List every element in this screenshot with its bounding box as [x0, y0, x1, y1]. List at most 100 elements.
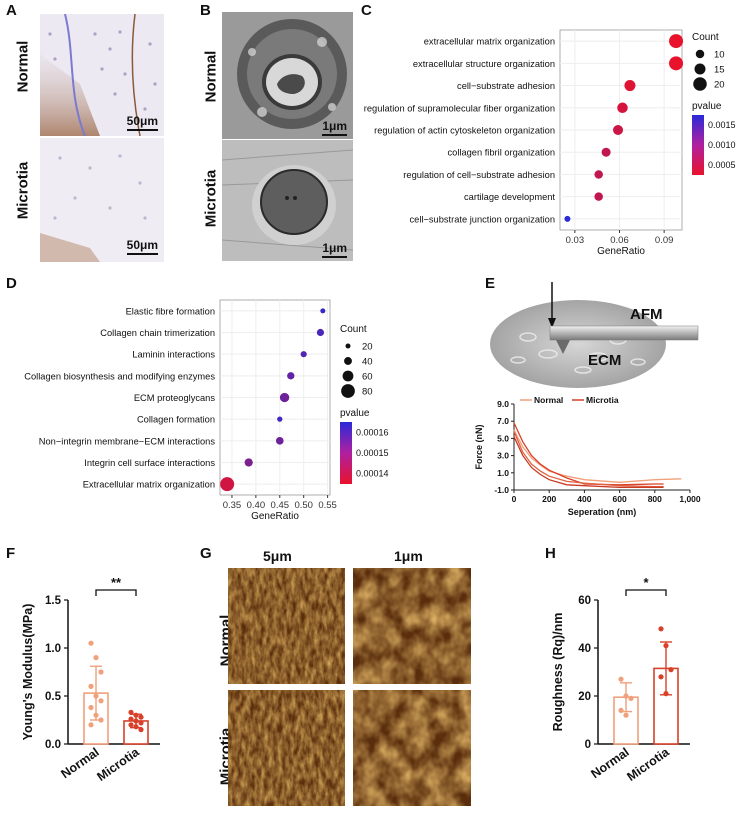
- category-label: Normal: [588, 745, 631, 781]
- legend-pvalue-label: 0.0015: [708, 120, 736, 130]
- category-label: Non−integrin membrane−ECM interactions: [39, 436, 216, 446]
- category-label: regulation of supramolecular fiber organ…: [364, 103, 555, 113]
- legend-pvalue-label: 0.0010: [708, 140, 736, 150]
- category-label: cell−substrate junction organization: [410, 214, 555, 224]
- y-tick-label: 3.0: [497, 451, 509, 461]
- chart-d-reactome-enrichment: Elastic fibre formation Collagen chain tr…: [24, 299, 389, 522]
- legend-size-label: 20: [362, 342, 373, 353]
- histology-normal-image: 50μm: [40, 14, 164, 136]
- y-tick-label: 1.0: [497, 468, 509, 478]
- y-tick-label: 0: [585, 739, 591, 751]
- row-label-microtia-a: Microtia: [14, 161, 32, 220]
- category-label: Normal: [58, 745, 101, 781]
- panel-label-b: B: [200, 2, 211, 19]
- category-label: Collagen biosynthesis and modifying enzy…: [24, 371, 215, 381]
- data-point: [618, 676, 624, 682]
- category-label: Extracellular matrix organization: [83, 480, 215, 490]
- panel-label-d: D: [6, 275, 17, 292]
- data-point: [658, 626, 664, 632]
- y-tick-label: 0.5: [45, 691, 62, 703]
- data-point: [316, 328, 325, 337]
- data-point: [601, 147, 611, 157]
- histology-microtia-image: 50μm: [40, 138, 164, 262]
- x-tick-label: 400: [577, 494, 591, 504]
- y-tick-label: 9.0: [497, 399, 509, 409]
- data-point: [617, 102, 628, 114]
- legend-size-dot: [345, 343, 351, 349]
- legend-size-label: 15: [714, 65, 725, 76]
- afm-schematic: AFM ECM: [488, 282, 728, 392]
- data-point: [594, 170, 603, 179]
- legend-size-label: 60: [362, 372, 373, 383]
- data-point: [275, 437, 284, 445]
- data-point: [220, 477, 235, 492]
- y-tick-label: 1.0: [45, 643, 61, 655]
- data-point: [668, 667, 674, 673]
- legend-label-microtia: Microtia: [586, 395, 619, 405]
- force-curve: [513, 431, 664, 488]
- data-point: [88, 704, 94, 711]
- afm-microtia-1um: [353, 690, 471, 806]
- data-point: [279, 392, 290, 403]
- legend-pvalue-label: 0.00014: [356, 469, 389, 479]
- y-tick-label: 0.0: [45, 739, 61, 751]
- category-label: cell−substrate adhesion: [457, 81, 555, 91]
- data-point: [613, 125, 624, 135]
- data-point: [88, 640, 94, 646]
- panel-label-g: G: [200, 545, 212, 562]
- data-point: [277, 416, 283, 422]
- legend-size-dot: [693, 77, 707, 91]
- y-tick-label: -1.0: [494, 485, 509, 495]
- x-tick-label: 600: [613, 494, 627, 504]
- chart-e-force-curves: 9.0 7.0 5.0 3.0 1.0 -1.00 200 400 600 800 1,000 Sep…: [474, 395, 701, 517]
- y-tick-label: 40: [578, 643, 591, 655]
- data-point: [628, 695, 634, 701]
- legend-pvalue-label: 0.0005: [708, 160, 736, 170]
- panel-label-e: E: [485, 275, 496, 292]
- scale-bar-b-microtia: 1μm: [322, 241, 347, 258]
- legend-colorbar: [340, 422, 352, 484]
- data-point: [98, 698, 104, 704]
- panel-label-c: C: [361, 2, 372, 19]
- data-point: [93, 655, 99, 661]
- legend-pvalue-label: 0.00015: [356, 448, 389, 458]
- ecm-label: ECM: [588, 352, 622, 369]
- data-point: [663, 691, 669, 697]
- legend-pvalue-label: 0.00016: [356, 427, 389, 437]
- afm-topography-grid: [228, 568, 479, 806]
- data-point: [138, 720, 144, 726]
- data-point: [623, 712, 629, 718]
- data-point: [594, 192, 603, 201]
- legend-count-title: Count: [692, 32, 719, 43]
- category-label: extracellular structure organization: [413, 59, 555, 69]
- data-point: [669, 56, 684, 71]
- y-tick-label: 20: [578, 691, 591, 703]
- data-point: [93, 693, 99, 699]
- scan-size-5um: 5μm: [263, 548, 292, 564]
- y-axis-label: Roughness (Rq)/nm: [551, 613, 565, 732]
- afm-normal-1um: [353, 568, 471, 684]
- x-axis-label: GeneRatio: [597, 246, 645, 257]
- afm-normal-5um: [228, 568, 345, 684]
- legend-size-dot: [695, 49, 705, 59]
- data-point: [98, 669, 104, 675]
- x-tick-label: 0.40: [247, 500, 266, 511]
- legend-size-dot: [341, 384, 355, 398]
- data-point: [320, 308, 326, 314]
- significance-bracket: [95, 589, 137, 596]
- significance-bracket: [625, 589, 667, 596]
- data-point: [623, 693, 629, 699]
- data-point: [88, 683, 94, 689]
- data-point: [618, 707, 624, 713]
- y-tick-label: 1.5: [45, 595, 62, 607]
- x-tick-label: 0.03: [566, 235, 585, 246]
- y-tick-label: 5.0: [497, 433, 509, 443]
- afm-microtia-5um: [228, 690, 345, 806]
- category-label: cartilage development: [464, 192, 555, 202]
- category-label: Microtia: [624, 744, 672, 784]
- tem-microtia-image: 1μm: [222, 140, 353, 261]
- data-point: [138, 714, 144, 720]
- legend-label-normal: Normal: [534, 395, 563, 405]
- chart-c-go-enrichment: extracellular matrix organization extrace…: [364, 29, 736, 257]
